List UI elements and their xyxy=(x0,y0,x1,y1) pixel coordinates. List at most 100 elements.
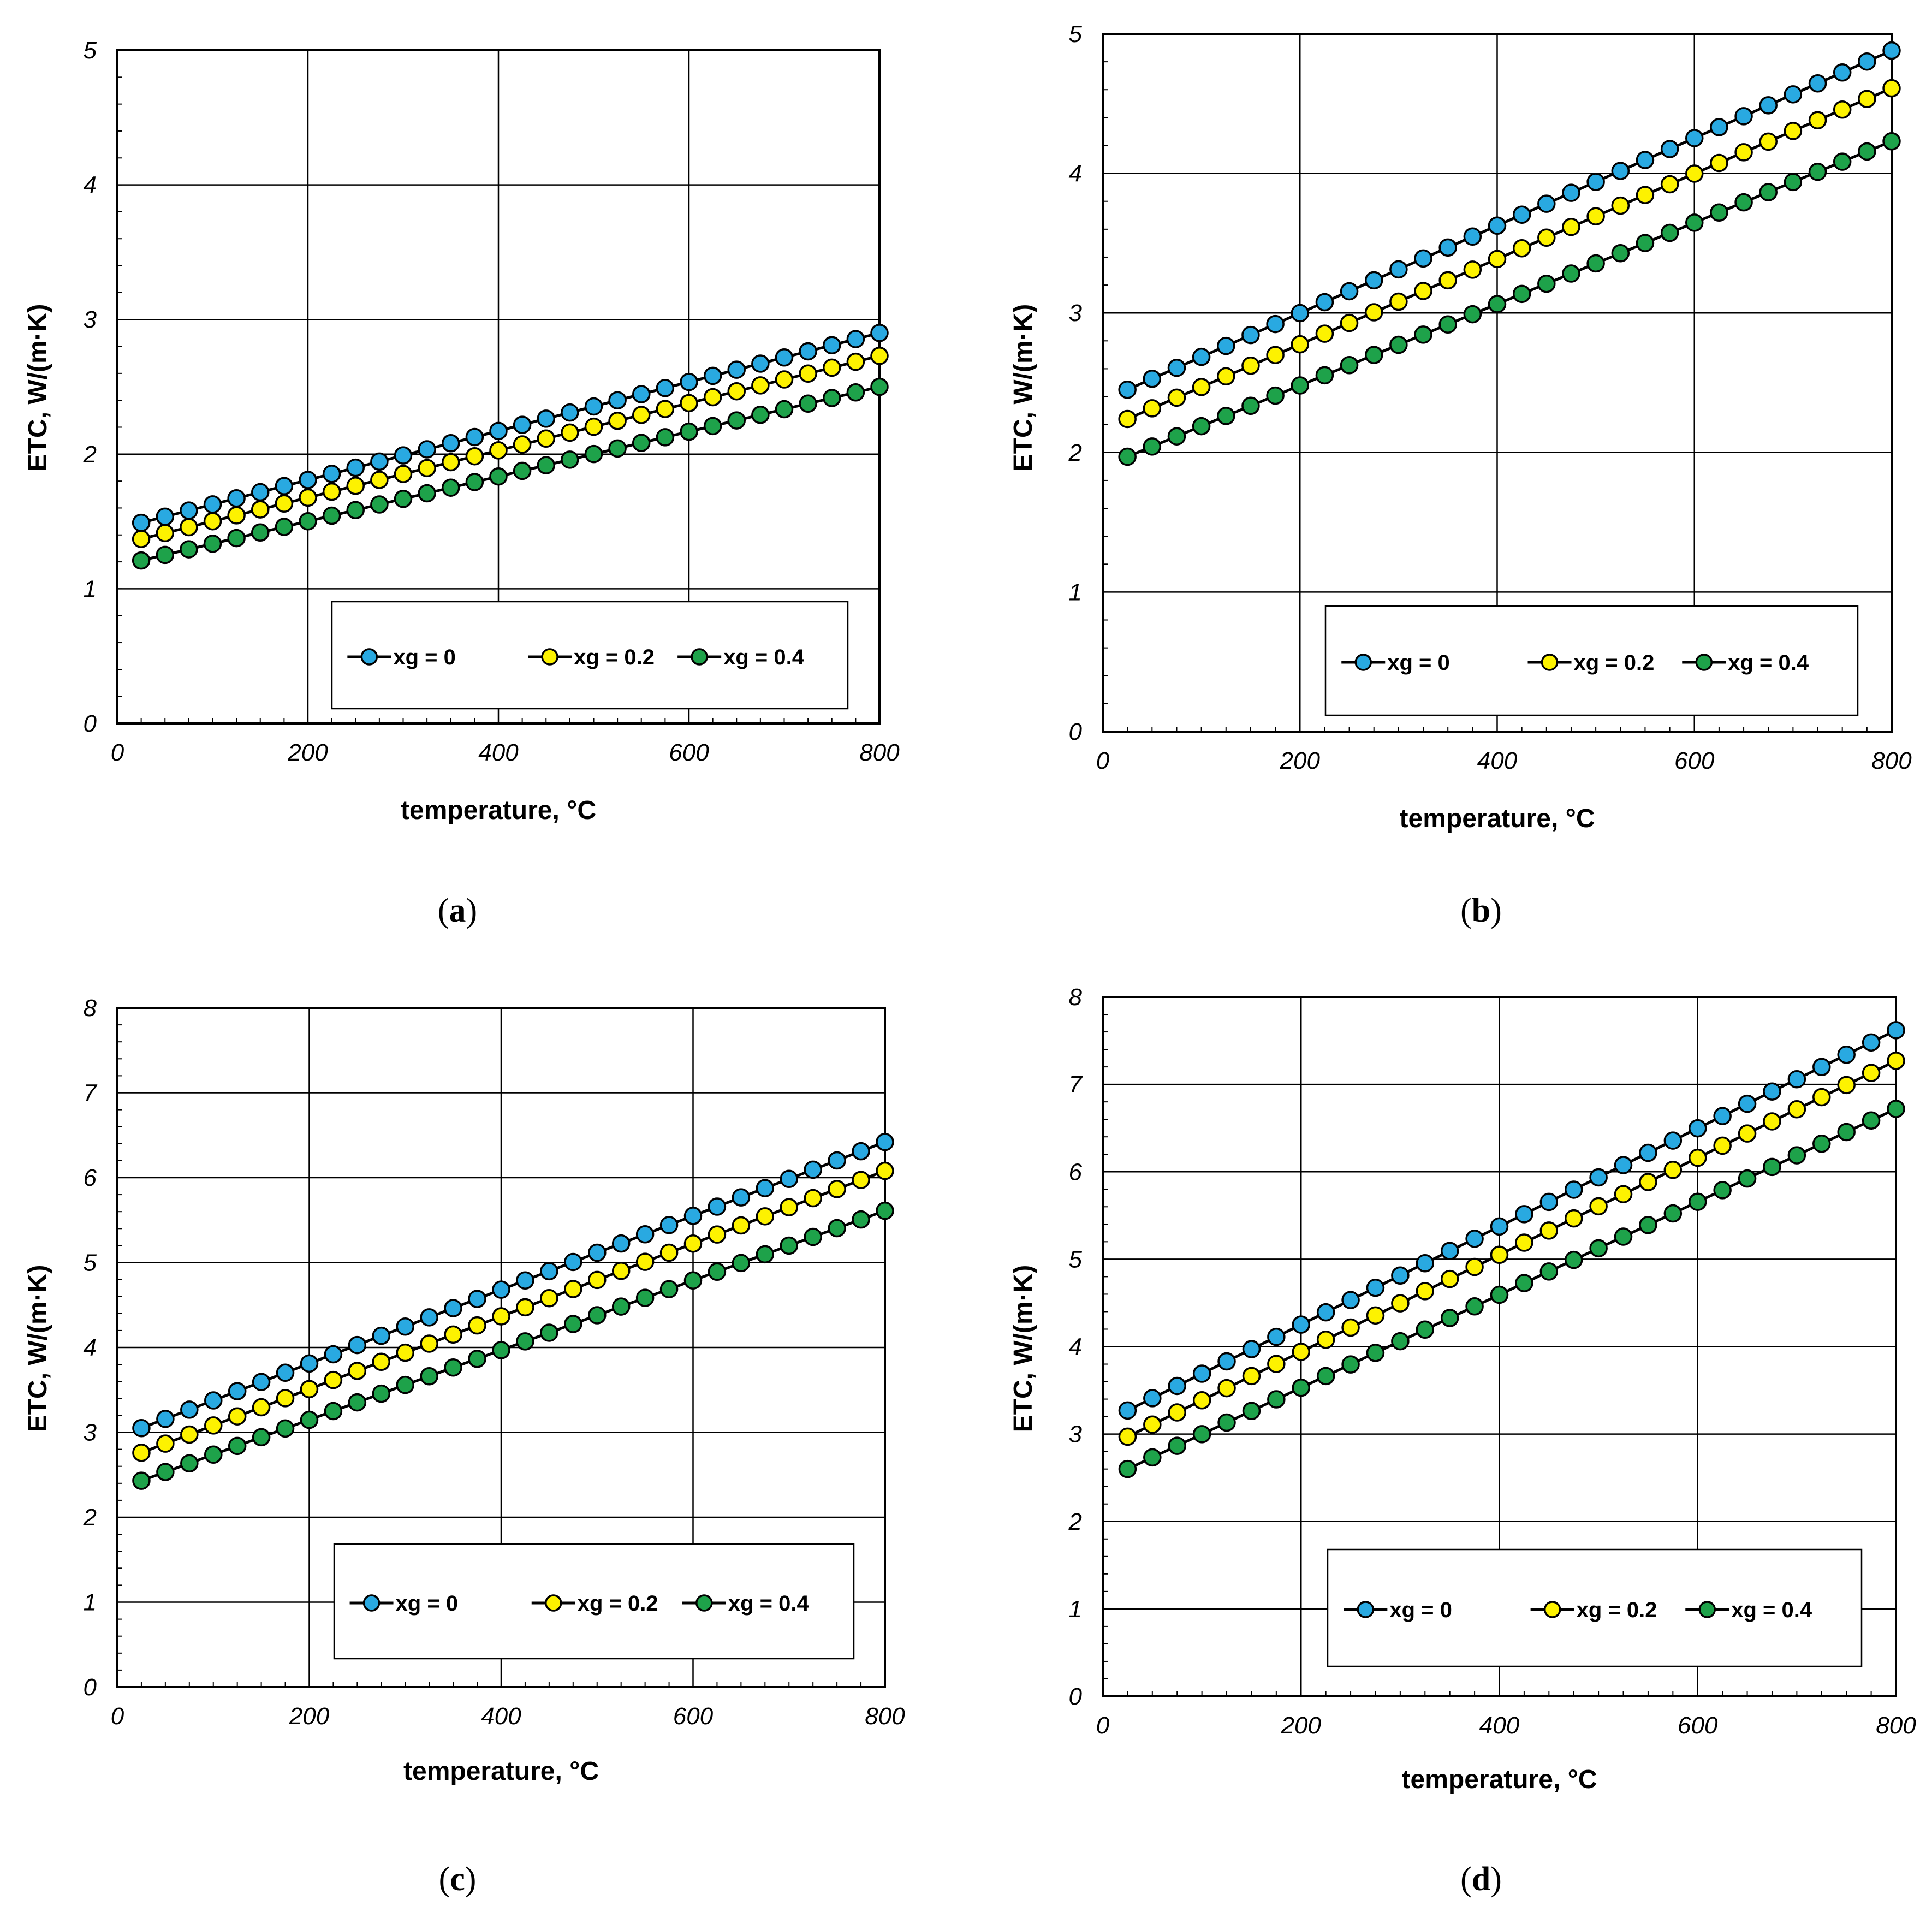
data-point xyxy=(275,494,294,513)
data-point xyxy=(396,1343,414,1362)
data-point xyxy=(1143,399,1162,418)
data-point xyxy=(727,360,746,379)
data-point xyxy=(1192,1425,1211,1444)
data-point xyxy=(1812,1088,1831,1107)
data-point xyxy=(492,1341,510,1359)
data-point xyxy=(1738,1094,1757,1113)
data-point xyxy=(680,372,698,391)
data-point xyxy=(1463,305,1482,324)
legend-label: xg = 0.2 xyxy=(1574,651,1655,675)
data-point xyxy=(703,417,722,436)
data-point xyxy=(227,529,246,548)
data-point xyxy=(1882,132,1901,151)
data-point xyxy=(751,376,770,395)
data-point xyxy=(608,439,627,458)
data-point xyxy=(1217,336,1235,355)
data-point xyxy=(1759,132,1778,151)
data-point xyxy=(1586,173,1605,191)
y-tick-label: 8 xyxy=(1069,984,1083,1011)
data-point xyxy=(1539,1192,1559,1212)
data-point xyxy=(1713,1136,1732,1155)
data-point xyxy=(1416,1320,1435,1339)
data-point xyxy=(1614,1185,1633,1203)
data-point xyxy=(870,324,889,342)
data-point xyxy=(1808,74,1827,93)
y-tick-label: 4 xyxy=(84,1334,97,1361)
y-tick-label: 0 xyxy=(1069,718,1083,745)
legend-label: xg = 0 xyxy=(1389,1598,1452,1622)
data-point xyxy=(656,428,675,447)
data-point xyxy=(1589,1239,1608,1258)
data-point xyxy=(537,409,555,428)
data-point xyxy=(1636,186,1655,204)
data-point xyxy=(1291,335,1309,354)
data-point xyxy=(1389,260,1408,279)
data-point xyxy=(588,1306,607,1325)
data-point xyxy=(1414,325,1432,344)
legend-label: xg = 0.2 xyxy=(574,645,655,669)
legend-marker xyxy=(1354,654,1372,671)
data-point xyxy=(727,382,746,401)
data-point xyxy=(156,1463,175,1481)
data-point xyxy=(823,336,841,355)
data-point xyxy=(1663,1131,1683,1150)
data-point xyxy=(1465,1257,1484,1276)
data-point xyxy=(564,1252,582,1272)
data-point xyxy=(1636,234,1655,252)
data-point xyxy=(828,1219,846,1238)
data-point xyxy=(1291,304,1309,323)
data-point xyxy=(372,1352,391,1371)
data-point xyxy=(1242,1402,1261,1421)
data-point xyxy=(1438,238,1457,257)
data-point xyxy=(632,385,651,403)
data-point xyxy=(1858,90,1876,108)
data-point xyxy=(680,422,698,441)
data-point xyxy=(727,411,746,430)
legend-marker xyxy=(1698,1601,1716,1618)
data-point xyxy=(442,434,460,453)
data-point xyxy=(1366,1344,1385,1362)
data-point xyxy=(1663,1161,1683,1179)
data-point xyxy=(394,465,413,483)
data-point xyxy=(1118,1427,1137,1446)
data-point xyxy=(1465,1297,1484,1316)
data-point xyxy=(659,1280,679,1298)
data-point xyxy=(561,450,579,469)
data-point xyxy=(1315,366,1334,385)
data-point xyxy=(1887,1052,1905,1070)
data-point xyxy=(300,1354,319,1373)
data-point xyxy=(1784,122,1803,140)
y-tick-label: 1 xyxy=(84,575,97,602)
legend-marker xyxy=(362,1594,381,1612)
data-point xyxy=(1882,41,1901,60)
y-tick-label: 0 xyxy=(1069,1683,1083,1710)
data-point xyxy=(252,1398,271,1417)
data-point xyxy=(1808,162,1827,181)
data-point xyxy=(561,403,579,422)
data-point xyxy=(537,429,555,448)
data-point xyxy=(1784,173,1803,192)
data-point xyxy=(1192,378,1211,396)
y-tick-label: 8 xyxy=(84,995,97,1022)
data-point xyxy=(1562,264,1580,283)
data-point xyxy=(1366,1306,1385,1325)
data-point xyxy=(1663,1204,1683,1223)
data-point xyxy=(1463,227,1482,246)
data-point xyxy=(756,1179,775,1197)
data-point xyxy=(1564,1209,1583,1228)
y-tick-label: 5 xyxy=(1069,1246,1083,1273)
data-point xyxy=(1586,207,1605,225)
data-point xyxy=(1315,324,1334,343)
data-point xyxy=(203,535,222,553)
data-point xyxy=(299,471,317,489)
y-tick-label: 1 xyxy=(1069,1596,1082,1623)
data-point xyxy=(1564,1180,1583,1199)
panel-caption: (d) xyxy=(1460,1861,1502,1898)
data-point xyxy=(180,1425,199,1444)
data-point xyxy=(1537,274,1556,293)
data-point xyxy=(1539,1221,1559,1240)
data-point xyxy=(1391,1294,1410,1313)
data-point xyxy=(1562,183,1580,202)
data-point xyxy=(1763,1112,1781,1131)
data-point xyxy=(611,1297,631,1316)
